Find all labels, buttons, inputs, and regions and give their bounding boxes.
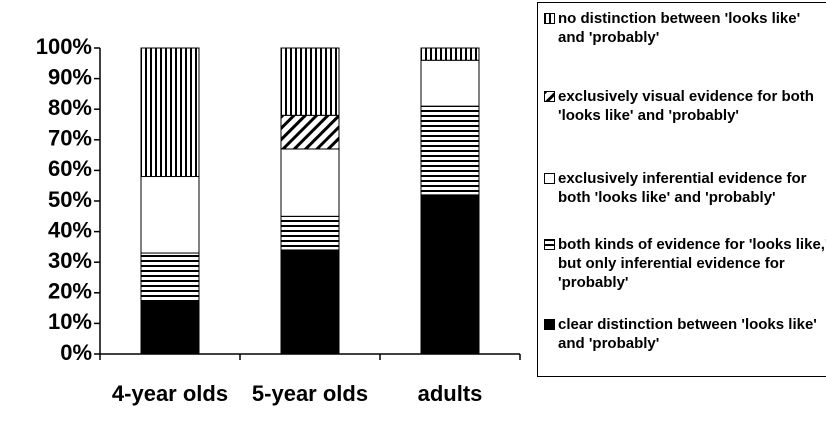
bar-segment — [140, 47, 200, 178]
bar-segment — [420, 59, 480, 107]
legend-label: no distinction between 'looks like' and … — [558, 10, 801, 46]
bar-segment — [280, 148, 340, 217]
bar-segment — [280, 47, 340, 116]
legend-swatch-fill — [544, 173, 555, 184]
legend-swatch — [544, 239, 555, 250]
bar-segment — [420, 194, 480, 355]
bar-segment — [420, 105, 480, 196]
y-tick-label: 40% — [48, 217, 92, 242]
x-tick-label: 5-year olds — [251, 381, 369, 406]
chart: 0% 10% 20% 30% 40% 50% 60% 70% 80% 90% 100% — [36, 34, 521, 365]
y-tick-label: 70% — [48, 126, 92, 151]
legend-swatch — [544, 13, 555, 24]
y-tick-label: 50% — [48, 187, 92, 212]
y-tick-label: 90% — [48, 64, 92, 89]
y-tick-label: 20% — [48, 279, 92, 304]
bar-segment — [420, 47, 480, 61]
y-tick-label: 80% — [48, 95, 92, 120]
legend-item: exclusively visual evidence for both 'lo… — [544, 87, 826, 125]
legend-label: clear distinction between 'looks like' a… — [558, 316, 817, 352]
bar-segment — [280, 249, 340, 355]
y-tick-label: 30% — [48, 248, 92, 273]
legend: no distinction between 'looks like' and … — [537, 2, 826, 377]
y-tick-label: 10% — [48, 309, 92, 334]
bar-segment — [140, 301, 200, 355]
legend-swatch — [544, 173, 555, 184]
legend-item: clear distinction between 'looks like' a… — [544, 315, 826, 353]
legend-swatch — [544, 319, 555, 330]
y-tick-label: 100% — [36, 34, 92, 59]
bar-segment — [280, 215, 340, 251]
y-tick-label: 60% — [48, 156, 92, 181]
legend-item: exclusively inferential evidence for bot… — [544, 169, 826, 207]
legend-label: exclusively visual evidence for both 'lo… — [558, 88, 814, 124]
legend-item: no distinction between 'looks like' and … — [544, 9, 826, 47]
legend-item: both kinds of evidence for 'looks like,'… — [544, 235, 826, 292]
legend-swatch — [544, 91, 555, 102]
bar-segment — [280, 114, 340, 150]
bar-segment — [140, 176, 200, 254]
legend-swatch-fill — [544, 239, 555, 250]
legend-swatch-fill — [544, 13, 555, 24]
x-tick-label: 4-year olds — [111, 381, 229, 406]
x-tick-label: adults — [417, 381, 483, 406]
legend-swatch-fill — [544, 319, 555, 330]
legend-swatch-fill — [544, 91, 555, 102]
bar-segment — [140, 252, 200, 303]
legend-label: both kinds of evidence for 'looks like,'… — [558, 236, 826, 291]
y-tick-label: 0% — [60, 340, 92, 365]
legend-label: exclusively inferential evidence for bot… — [558, 170, 807, 206]
